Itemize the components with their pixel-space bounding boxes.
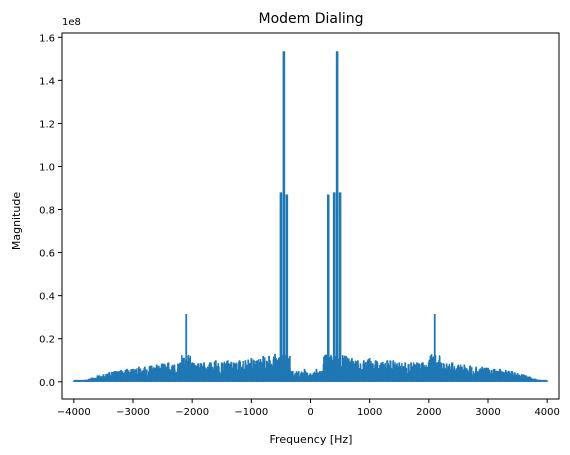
x-tick-label: 1000 — [357, 407, 382, 418]
x-axis-label: Frequency [Hz] — [270, 433, 353, 446]
chart-title: Modem Dialing — [258, 11, 363, 27]
plot-area — [62, 33, 559, 399]
plot-background — [62, 33, 559, 399]
y-tick-label: 1.0 — [39, 162, 55, 173]
x-tick-label: −2000 — [175, 407, 209, 418]
y-tick-label: 1.2 — [39, 119, 55, 130]
series-layer — [72, 51, 549, 382]
x-tick-label: −3000 — [116, 407, 150, 418]
y-tick-label: 0.2 — [39, 335, 55, 346]
y-tick-label: 0.6 — [39, 249, 55, 260]
y-tick-label: 0.8 — [39, 206, 55, 217]
y-tick-label: 1.4 — [39, 76, 55, 87]
y-tick-label: 1.6 — [39, 33, 55, 44]
y-axis-label: Magnitude — [10, 192, 23, 251]
x-tick-label: −4000 — [57, 407, 91, 418]
y-tick-label: 0.4 — [39, 292, 55, 303]
x-tick-label: 2000 — [416, 407, 441, 418]
x-tick-label: 4000 — [534, 407, 559, 418]
x-tick-label: −1000 — [234, 407, 268, 418]
y-scale-offset-label: 1e8 — [62, 17, 81, 28]
axes-layer: −4000 −3000 −2000 −1000 0 1000 2000 3000 4000 0.0… — [39, 32, 560, 418]
x-tick-label: 3000 — [475, 407, 500, 418]
x-tick-label: 0 — [307, 407, 313, 418]
y-tick-label: 0.0 — [39, 378, 55, 389]
